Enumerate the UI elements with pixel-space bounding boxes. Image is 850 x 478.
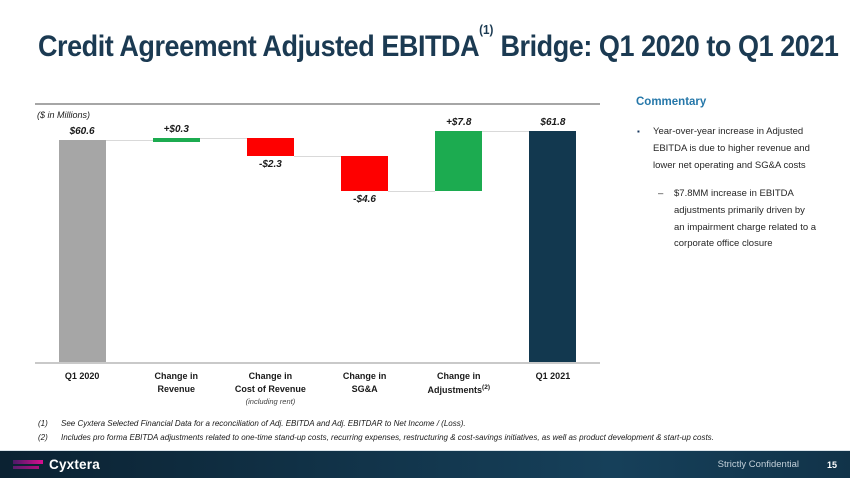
commentary-bullet: ▪ Year-over-year increase in Adjusted EBI… bbox=[636, 124, 818, 175]
waterfall-bar-0 bbox=[58, 140, 106, 362]
title-footnote-ref: (1) bbox=[479, 22, 494, 37]
bar-value-label-1: +$0.3 bbox=[163, 124, 189, 136]
footnote-1: (1) See Cyxtera Selected Financial Data … bbox=[38, 419, 828, 429]
x-axis-label-4: Change in Adjustments(2) bbox=[427, 371, 490, 395]
bar-value-label-3: -$4.6 bbox=[353, 193, 376, 205]
footer-bar: Cyxtera Strictly Confidential 15 bbox=[0, 450, 850, 478]
x-axis-label-2: Change in Cost of Revenue (including rent) bbox=[234, 371, 306, 407]
bar-value-label-5: $61.8 bbox=[540, 117, 566, 129]
chart-units-label: ($ in Millions) bbox=[37, 110, 91, 120]
dash-bullet-icon: – bbox=[658, 187, 664, 199]
footnote-2-number: (2) bbox=[38, 433, 48, 443]
connector-line-4 bbox=[482, 131, 530, 133]
footnote-1-text: See Cyxtera Selected Financial Data for … bbox=[61, 419, 466, 428]
waterfall-bar-4 bbox=[435, 131, 483, 191]
ebitda-bridge-waterfall-chart: ($ in Millions) $60.6 +$0.3 -$2.3 -$4.6 +$7.… bbox=[35, 103, 600, 423]
footnote-2-text: Includes pro forma EBITDA adjustments re… bbox=[61, 433, 714, 443]
title-rest: Bridge: Q1 2020 to Q1 2021 bbox=[493, 30, 839, 63]
footnotes: (1) See Cyxtera Selected Financial Data … bbox=[38, 419, 828, 448]
commentary-sub-bullet: – $7.8MM increase in EBITDA adjustments p… bbox=[657, 186, 818, 254]
bar-value-label-0: $60.6 bbox=[69, 126, 95, 138]
x-axis-label-3: Change in SG&A bbox=[342, 371, 387, 394]
connector-line-0 bbox=[105, 140, 153, 142]
waterfall-bar-3 bbox=[341, 155, 389, 191]
x-axis-category-labels: Q1 2020 Change in Revenue Change in Cost of … bbox=[35, 370, 600, 408]
cyxtera-logo-wordmark: Cyxtera bbox=[49, 457, 100, 472]
footer-right: Strictly Confidential 15 bbox=[718, 459, 837, 470]
connector-line-1 bbox=[199, 138, 247, 140]
title-main: Credit Agreement Adjusted EBITDA bbox=[38, 30, 480, 63]
commentary-bullet-text: Year-over-year increase in Adjusted EBIT… bbox=[653, 126, 810, 171]
x-axis-line bbox=[35, 362, 600, 364]
waterfall-bar-2 bbox=[246, 138, 294, 156]
footnote-1-number: (1) bbox=[38, 419, 48, 428]
footnote-2: (2) Includes pro forma EBITDA adjustment… bbox=[38, 433, 828, 443]
waterfall-bar-1 bbox=[152, 138, 200, 142]
commentary-panel: Commentary ▪ Year-over-year increase in A… bbox=[636, 96, 818, 264]
commentary-heading: Commentary bbox=[636, 96, 707, 108]
connector-line-2 bbox=[293, 155, 342, 157]
x-axis-label-0: Q1 2020 bbox=[64, 371, 100, 381]
page-title: Credit Agreement Adjusted EBITDA(1) Brid… bbox=[38, 22, 839, 64]
confidentiality-label: Strictly Confidential bbox=[717, 459, 799, 470]
x-axis-label-5: Q1 2021 bbox=[535, 371, 571, 381]
page-number: 15 bbox=[826, 459, 837, 470]
waterfall-bar-5 bbox=[529, 131, 577, 362]
cyxtera-logo-icon bbox=[13, 460, 43, 469]
chart-top-rule bbox=[35, 103, 600, 105]
x-axis-label-1: Change in Revenue bbox=[154, 371, 199, 394]
bar-value-label-2: -$2.3 bbox=[259, 158, 282, 170]
square-bullet-icon: ▪ bbox=[637, 127, 640, 136]
connector-line-3 bbox=[388, 190, 436, 192]
commentary-sub-bullet-text: $7.8MM increase in EBITDA adjustments pr… bbox=[674, 187, 817, 250]
bar-value-label-4: +$7.8 bbox=[446, 117, 472, 129]
cyxtera-logo: Cyxtera bbox=[13, 457, 100, 472]
waterfall-plot-area: $60.6 +$0.3 -$2.3 -$4.6 +$7.8 $61.8 bbox=[35, 103, 600, 365]
